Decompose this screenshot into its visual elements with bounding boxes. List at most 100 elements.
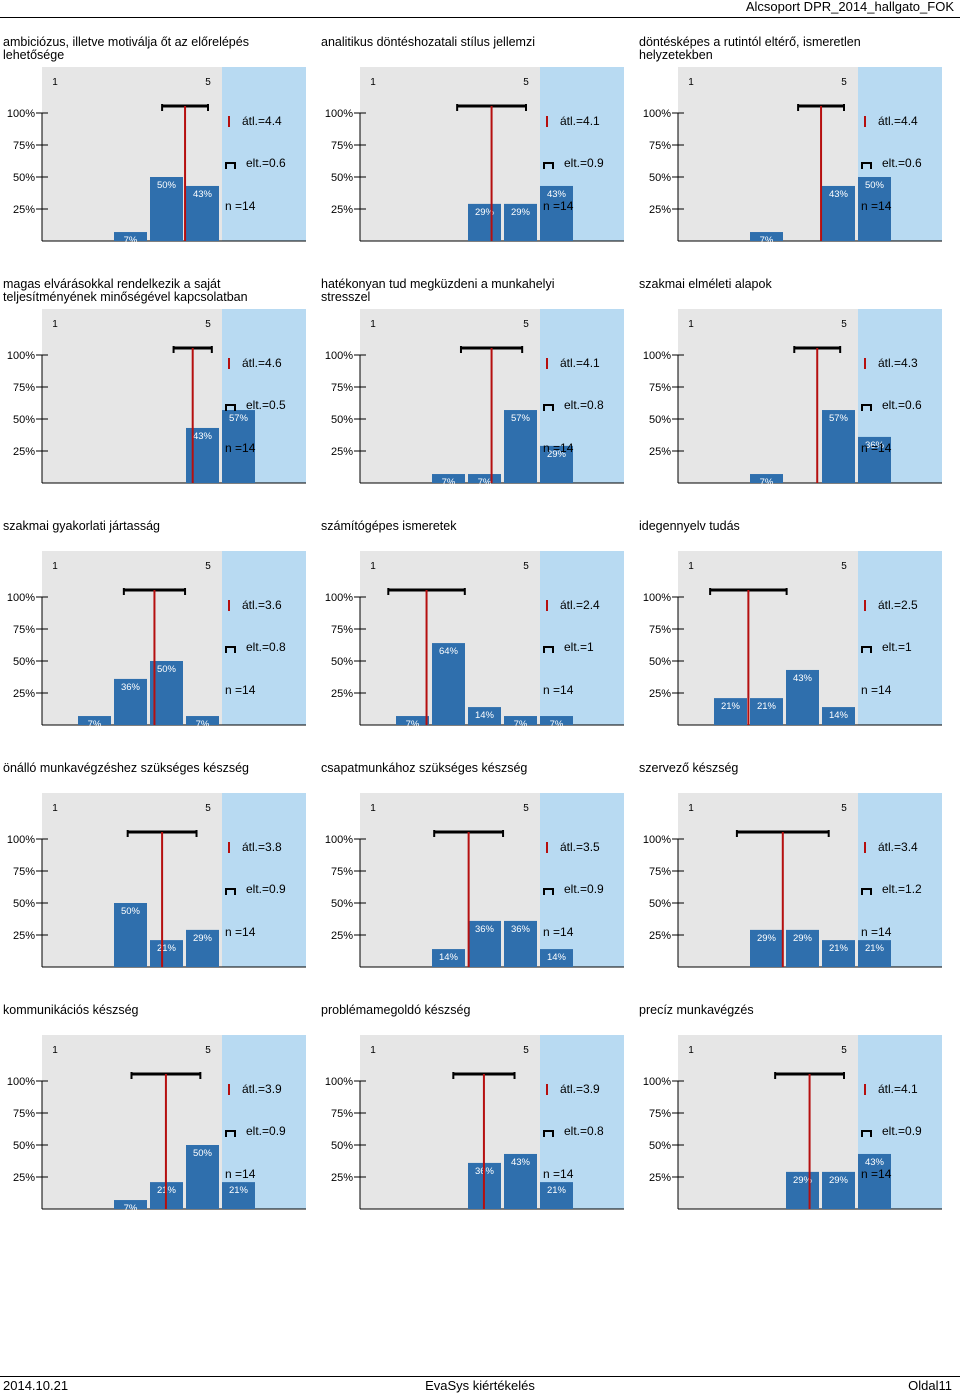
sd-legend-mark [225, 646, 236, 653]
y-tick-label: 50% [649, 656, 671, 668]
n-label: n =14 [225, 683, 256, 697]
bar-value-label: 29% [757, 933, 777, 944]
bar-value-label: 7% [88, 719, 102, 730]
bar-value-label: 21% [829, 943, 849, 954]
bar-value-label: 29% [193, 933, 213, 944]
chart-title-line: lehetősége [3, 48, 64, 62]
mean-label: átl.=4.1 [560, 356, 600, 370]
mean-label: átl.=4.3 [878, 356, 918, 370]
footer-date: 2014.10.21 [3, 1378, 69, 1393]
sd-legend-mark [861, 646, 872, 653]
bar [540, 185, 573, 241]
bar [540, 716, 573, 725]
y-tick-label: 50% [331, 172, 353, 184]
scale-min-label: 1 [688, 319, 694, 330]
bar [822, 410, 855, 483]
chart-panel: problémamegoldó készség15100%75%50%25%36… [321, 1003, 624, 1210]
chart-panel: döntésképes a rutintól eltérő, ismeretle… [639, 35, 942, 246]
scale-max-label: 5 [205, 77, 211, 88]
bar-value-label: 21% [757, 701, 777, 712]
scale-min-label: 1 [688, 803, 694, 814]
n-label: n =14 [225, 441, 256, 455]
bar [858, 1153, 891, 1209]
y-tick-label: 25% [13, 930, 35, 942]
chart-panel: hatékonyan tud megküzdeni a munkahelyi st… [321, 277, 624, 488]
sd-label: elt.=0.9 [246, 1124, 286, 1138]
y-tick-label: 50% [331, 414, 353, 426]
chart-title-line: helyzetekben [639, 48, 713, 62]
y-tick-label: 25% [649, 1172, 671, 1184]
bar [468, 474, 501, 483]
sd-label: elt.=0.6 [246, 156, 286, 170]
stats-background [858, 551, 942, 725]
scale-min-label: 1 [52, 319, 58, 330]
bar [432, 474, 465, 483]
chart-title-line: stresszel [321, 290, 370, 304]
sd-label: elt.=0.6 [882, 156, 922, 170]
chart-title: döntésképes a rutintól eltérő, ismeretle… [639, 35, 861, 62]
bar-value-label: 29% [829, 1175, 849, 1186]
chart-title: ambiciózus, illetve motiválja őt az előr… [3, 35, 249, 62]
chart-panel: idegennyelv tudás 1 5 100% 75% 50% 25% 21% 21% 43… [639, 519, 942, 726]
sd-legend-mark [543, 404, 554, 411]
bar-value-label: 36% [121, 682, 141, 693]
y-tick-label: 25% [331, 204, 353, 216]
n-label: n =14 [861, 925, 892, 939]
bar [504, 203, 537, 241]
scale-min-label: 1 [370, 77, 376, 88]
chart-title: problémamegoldó készség [321, 1003, 470, 1017]
bar-value-label: 21% [229, 1185, 249, 1196]
chart-title-line: döntésképes a rutintól eltérő, ismeretle… [639, 35, 861, 49]
stats-background [222, 793, 306, 967]
scale-min-label: 1 [688, 1045, 694, 1056]
bar [186, 185, 219, 241]
y-tick-label: 50% [13, 1140, 35, 1152]
y-tick-label: 75% [331, 382, 353, 394]
bar-value-label: 64% [439, 646, 459, 657]
y-tick-label: 100% [7, 834, 35, 846]
bar-value-label: 29% [511, 207, 531, 218]
scale-max-label: 5 [841, 561, 847, 572]
y-tick-label: 25% [649, 204, 671, 216]
chart-panel: magas elvárásokkal rendelkezik a saját te… [3, 277, 306, 484]
mean-label: átl.=4.4 [878, 114, 918, 128]
sd-label: elt.=0.6 [882, 398, 922, 412]
n-label: n =14 [861, 1167, 892, 1181]
plot-background [678, 551, 858, 725]
y-tick-label: 100% [643, 108, 671, 120]
chart-title-line: ambiciózus, illetve motiválja őt az előr… [3, 35, 249, 49]
bar [468, 203, 501, 241]
bar [222, 1182, 255, 1209]
y-tick-label: 50% [331, 898, 353, 910]
scale-min-label: 1 [370, 803, 376, 814]
mean-label: átl.=3.8 [242, 840, 282, 854]
y-tick-label: 100% [325, 108, 353, 120]
bar [186, 716, 219, 725]
y-tick-label: 50% [649, 172, 671, 184]
bar [222, 410, 255, 483]
bar-value-label: 14% [547, 952, 567, 963]
bar-value-label: 50% [865, 180, 885, 191]
y-tick-label: 75% [649, 866, 671, 878]
chart-panel: analitikus döntéshozatali stílus jellemz… [321, 35, 624, 242]
bar-value-label: 14% [475, 710, 495, 721]
bar-value-label: 43% [511, 1157, 531, 1168]
y-tick-label: 50% [331, 1140, 353, 1152]
scale-min-label: 1 [52, 561, 58, 572]
bar-value-label: 36% [865, 440, 885, 451]
bar [468, 920, 501, 967]
y-tick-label: 50% [331, 656, 353, 668]
footer-divider [0, 1376, 960, 1377]
scale-min-label: 1 [688, 561, 694, 572]
chart-panel: ambiciózus, illetve motiválja őt az előr… [3, 35, 306, 246]
y-tick-label: 75% [649, 624, 671, 636]
y-tick-label: 75% [331, 866, 353, 878]
sd-label: elt.=1.2 [882, 882, 922, 896]
sd-legend-mark [543, 1130, 554, 1137]
bar [432, 643, 465, 725]
bar-value-label: 7% [760, 235, 774, 246]
y-tick-label: 75% [649, 140, 671, 152]
scale-max-label: 5 [205, 319, 211, 330]
bar [504, 410, 537, 483]
sd-legend-mark [861, 404, 872, 411]
